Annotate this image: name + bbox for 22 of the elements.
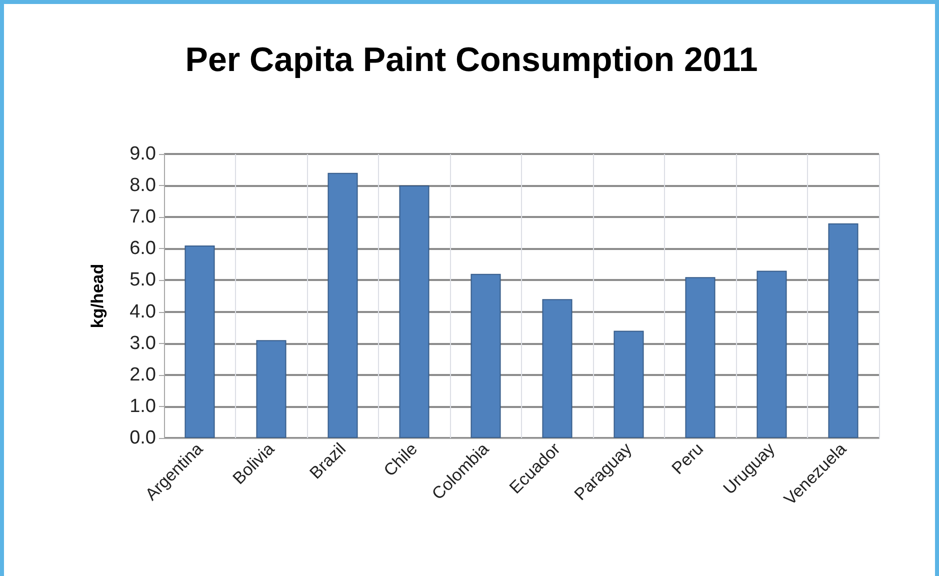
y-tick-label: 0.0 (130, 428, 156, 448)
y-tick-label: 3.0 (130, 332, 156, 354)
y-tick-label: 5.0 (130, 270, 156, 291)
y-tick-label: 4.0 (130, 301, 156, 322)
bar (614, 330, 644, 438)
bar (685, 277, 716, 438)
chart-title: Per Capita Paint Consumption 2011 (185, 41, 758, 79)
bar (756, 270, 787, 438)
bar (184, 246, 215, 438)
y-tick-label: 1.0 (130, 396, 156, 417)
bar (399, 186, 430, 438)
y-tick-label: 9.0 (130, 144, 156, 164)
bar (828, 223, 858, 438)
y-tick-label: 6.0 (130, 238, 156, 260)
bar (256, 340, 286, 438)
bar (470, 274, 501, 438)
y-tick-label: 8.0 (130, 175, 156, 196)
y-tick-label: 7.0 (130, 206, 156, 228)
bar (328, 172, 358, 438)
y-tick-label: 2.0 (130, 364, 156, 386)
bar (542, 299, 572, 438)
y-axis-title: kg/head (88, 264, 107, 328)
